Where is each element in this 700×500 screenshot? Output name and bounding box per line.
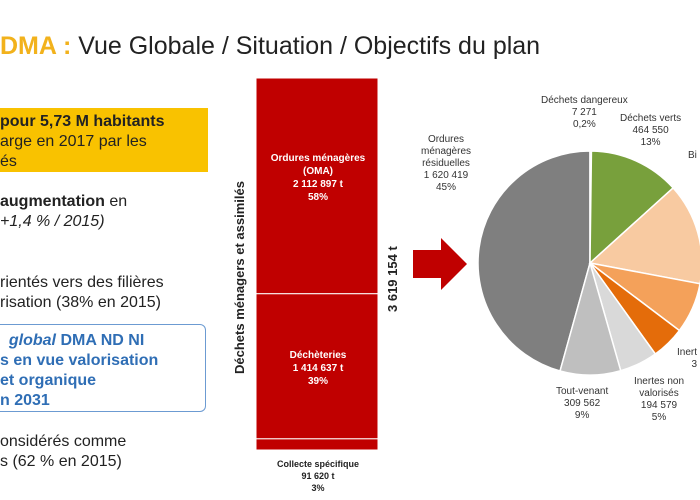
pie-label-inertes-nv: Inertes non valorisés 194 579 5% [618, 376, 700, 424]
pie-label-inertes: Inert 3 [677, 347, 697, 371]
segment-decheteries-label: Déchèteries 1 414 637 t 39% [262, 349, 374, 388]
segment-collecte-value: 91 620 t [301, 471, 335, 481]
pie-slice-3 [588, 186, 700, 285]
pie-value-verts: 464 550 [632, 125, 669, 136]
segment-decheteries-value: 1 414 637 t [292, 363, 344, 374]
bar-total-label: 3 619 154 t [385, 246, 400, 312]
title-accent: DMA : [0, 32, 72, 60]
arrow-icon [413, 238, 467, 290]
pie-value-omr: 1 620 419 [423, 170, 469, 181]
pie-name-tout-venant: Tout-venant [556, 386, 609, 397]
considered-line-2: s (62 % en 2015) [0, 453, 122, 470]
segment-decheteries-name: Déchèteries [289, 350, 347, 361]
objective-italic: global [8, 332, 56, 349]
bar-segment-1 [255, 293, 379, 440]
segment-decheteries-pct: 39% [307, 376, 328, 387]
pie-label-dangereux: Déchets dangereux 7 271 0,2% [541, 95, 628, 131]
segment-collecte-label: Collecte spécifique 91 620 t 3% [258, 458, 378, 494]
pie-name-bio: Bi [688, 150, 697, 161]
bar-axis-label: Déchets ménagers et assimilés [232, 181, 247, 374]
pie-pct-dangereux: 0,2% [572, 119, 596, 130]
pie-name-dangereux: Déchets dangereux [541, 95, 628, 106]
segment-oma-value: 2 112 897 t [292, 179, 344, 190]
augmentation-line-2: +1,4 % / 2015) [0, 213, 105, 230]
pie-slice-2 [589, 150, 675, 265]
objective-box: global DMA ND NI s en vue valorisation e… [0, 324, 206, 412]
pie-slice-7 [559, 260, 622, 376]
pie-name-inertes: Inert [677, 347, 698, 358]
objective-rest: DMA ND NI [56, 332, 145, 349]
pie-pct-inertes-nv: 5% [651, 412, 667, 423]
segment-oma-name: Ordures ménagères (OMA) [270, 153, 366, 177]
pie-label-verts: Déchets verts 464 550 13% [620, 113, 681, 149]
stacked-bar [255, 77, 379, 451]
considered-line-1: onsidérés comme [0, 433, 127, 450]
segment-oma-label: Ordures ménagères (OMA) 2 112 897 t 58% [262, 152, 374, 204]
segment-oma-pct: 58% [307, 192, 328, 203]
highlight-box: pour 5,73 M habitants arge en 2017 par l… [0, 108, 208, 172]
orientation-line-1: rientés vers des filières [0, 274, 164, 291]
box-line-2: arge en 2017 par les [0, 133, 147, 150]
pie-pct-inertes: 3 [691, 359, 698, 370]
objective-line-2: s en vue valorisation [0, 352, 159, 369]
segment-collecte-pct: 3% [311, 483, 325, 493]
box-line-1: pour 5,73 M habitants [0, 113, 165, 130]
orientation-line-2: risation (38% en 2015) [0, 294, 161, 311]
pie-name-verts: Déchets verts [620, 113, 682, 124]
pie-pct-tout-venant: 9% [574, 410, 590, 421]
objective-line-4: n 2031 [0, 392, 50, 409]
objective-line-1: global DMA ND NI [0, 331, 205, 351]
pie-name-inertes-nv: Inertes non valorisés [633, 376, 685, 399]
pie-label-tout-venant: Tout-venant 309 562 9% [556, 386, 608, 422]
pie-value-tout-venant: 309 562 [564, 398, 601, 409]
bar-segment-0 [255, 77, 379, 295]
pie-slice-0 [477, 150, 591, 372]
title-text: Vue Globale / Situation / Objectifs du p… [71, 32, 541, 60]
pie-chart [477, 150, 700, 376]
pie-name-omr: Ordures ménagères résiduelles [420, 134, 472, 169]
augmentation-line: augmentation en [0, 192, 127, 212]
pie-pct-omr: 45% [435, 182, 456, 193]
pie-value-inertes-nv: 194 579 [640, 400, 678, 411]
bar-segment-2 [255, 438, 379, 451]
pie-label-omr: Ordures ménagères résiduelles 1 620 419 … [407, 134, 485, 194]
pie-value-dangereux: 7 271 [571, 107, 597, 118]
box-line-3: és [0, 153, 17, 170]
augmentation-rest: en [104, 193, 128, 210]
pie-label-bio: Bi [688, 150, 697, 162]
objective-line-3: et organique [0, 372, 97, 389]
page-title: DMA : Vue Globale / Situation / Objectif… [0, 32, 540, 61]
segment-collecte-name: Collecte spécifique [276, 459, 360, 469]
pie-pct-verts: 13% [640, 137, 661, 148]
augmentation-bold: augmentation [0, 193, 105, 210]
